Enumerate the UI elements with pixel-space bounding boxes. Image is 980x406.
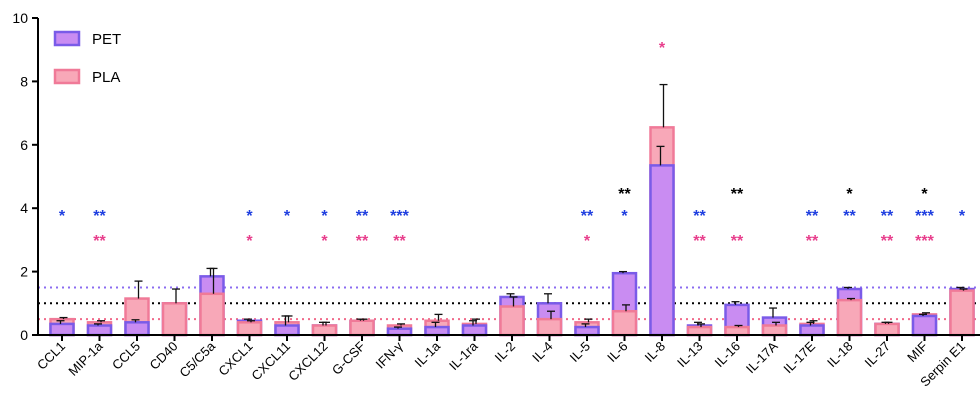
bar-pla xyxy=(836,298,863,337)
y-tick-label: 8 xyxy=(20,73,28,89)
significance-mark: ** xyxy=(93,233,106,250)
y-tick-label: 2 xyxy=(20,264,28,280)
significance-mark: ** xyxy=(393,233,406,250)
x-tick-label: IL-4 xyxy=(529,339,555,365)
y-tick-label: 0 xyxy=(20,327,28,343)
x-tick-label: CCL5 xyxy=(109,339,143,373)
significance-mark: * xyxy=(321,233,328,250)
bar-pet xyxy=(574,325,600,337)
significance-mark: * xyxy=(621,208,628,225)
bar-pla xyxy=(611,309,638,337)
significance-mark: * xyxy=(284,208,291,225)
x-tick-label: IL-17E xyxy=(780,338,818,376)
bar-pla xyxy=(874,322,900,337)
significance-mark: * xyxy=(921,186,928,203)
bar-pla xyxy=(499,305,525,337)
bars-group xyxy=(49,126,975,337)
bar-pla xyxy=(686,325,713,337)
significance-mark: * xyxy=(321,208,328,225)
significance-mark: ** xyxy=(356,233,369,250)
significance-mark: ** xyxy=(731,233,744,250)
bar-pet xyxy=(274,324,300,337)
bar-pet xyxy=(649,164,675,337)
significance-mark: * xyxy=(246,233,253,250)
significance-mark: ** xyxy=(881,233,894,250)
x-tick-label: MIF xyxy=(904,338,930,364)
legend-label-pet: PET xyxy=(92,31,121,48)
bar-pla xyxy=(761,324,788,337)
significance-mark: ** xyxy=(693,208,706,225)
significance-mark: ** xyxy=(93,208,106,225)
bar-pla xyxy=(199,292,225,337)
bar-pla xyxy=(724,325,750,337)
bar-pet xyxy=(49,322,75,337)
legend-swatch-pla xyxy=(53,68,81,85)
x-tick-label: G-CSF xyxy=(329,338,368,377)
significance-mark: ** xyxy=(806,233,819,250)
legend: PET PLA xyxy=(53,30,121,86)
significance-mark: * xyxy=(246,208,253,225)
significance-mark: ** xyxy=(356,208,369,225)
x-tick-label: IL-17A xyxy=(743,338,781,376)
significance-mark: ** xyxy=(731,186,744,203)
significance-mark: * xyxy=(59,208,66,225)
bar-pla xyxy=(161,302,188,337)
x-tick-label: IL-1ra xyxy=(446,338,481,373)
x-tick-label: IL-16 xyxy=(712,339,744,371)
bar-pet xyxy=(911,314,938,337)
bar-pet xyxy=(799,324,825,337)
significance-mark: * xyxy=(659,40,666,57)
significance-mark: *** xyxy=(390,208,409,225)
significance-mark: * xyxy=(959,208,966,225)
bar-pet xyxy=(461,324,488,337)
significance-mark: ** xyxy=(806,208,819,225)
bar-pla xyxy=(349,319,375,337)
bar-pla xyxy=(536,317,563,337)
y-tick-label: 6 xyxy=(20,137,28,153)
significance-mark: ** xyxy=(843,208,856,225)
significance-mark: ** xyxy=(881,208,894,225)
bar-pla xyxy=(311,324,338,337)
significance-group: * ******* ********************************… xyxy=(59,40,966,250)
x-tick-label: CXCL12 xyxy=(285,339,330,384)
y-tick-label: 4 xyxy=(20,200,28,216)
significance-mark: ** xyxy=(693,233,706,250)
x-tick-label: IL-2 xyxy=(492,339,518,365)
bar-pet xyxy=(124,321,150,337)
bar-pet xyxy=(424,325,450,337)
x-tick-label: CD40 xyxy=(147,339,181,373)
reference-lines xyxy=(38,286,980,321)
x-tick-label: IFN-γ xyxy=(373,338,406,371)
significance-mark: ** xyxy=(618,186,631,203)
bar-pla xyxy=(236,321,263,337)
significance-mark: * xyxy=(584,233,591,250)
legend-label-pla: PLA xyxy=(92,69,120,86)
significance-mark: * xyxy=(846,186,853,203)
significance-mark: *** xyxy=(915,208,934,225)
significance-mark: *** xyxy=(915,233,934,250)
y-tick-label: 10 xyxy=(12,10,28,26)
legend-swatch-pet xyxy=(53,30,81,47)
x-tick-label: C5/C5a xyxy=(176,338,218,380)
x-tick-label: MIP-1a xyxy=(65,338,106,379)
x-tick-label: IL-18 xyxy=(824,339,856,371)
x-tick-label: IL-8 xyxy=(642,339,668,365)
x-tick-label: CXCL11 xyxy=(248,339,293,384)
bar-pet xyxy=(86,324,113,337)
bar-pla xyxy=(949,289,975,337)
error-bars-group xyxy=(56,83,968,329)
x-tick-label: IL-13 xyxy=(674,339,706,371)
x-tick-label: CCL1 xyxy=(34,339,68,373)
significance-mark: ** xyxy=(581,208,594,225)
x-tick-label: IL-27 xyxy=(862,339,894,371)
x-tick-label: IL-5 xyxy=(567,339,593,365)
x-tick-label: IL-1a xyxy=(412,338,444,370)
x-tick-label: IL-6 xyxy=(604,339,630,365)
